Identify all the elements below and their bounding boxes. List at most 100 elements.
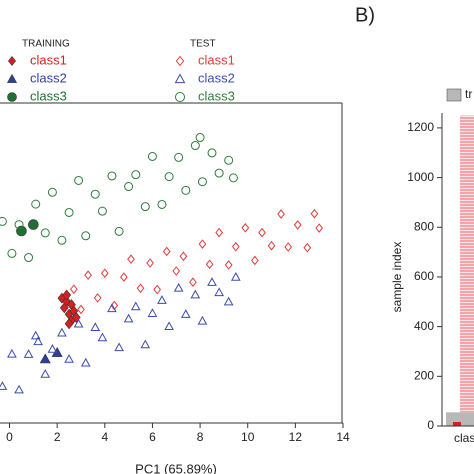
y-tick-label: 1200 — [407, 120, 434, 134]
marker — [207, 277, 217, 286]
marker — [189, 277, 197, 288]
x-tick-label: 14 — [336, 430, 350, 444]
x-tick-label: 10 — [241, 430, 255, 444]
marker — [14, 384, 24, 394]
marker — [162, 246, 171, 257]
marker — [97, 332, 108, 342]
marker — [114, 342, 124, 352]
legend-swatch — [446, 88, 462, 102]
x-tick-label: 2 — [54, 430, 61, 444]
marker — [97, 206, 107, 216]
marker — [114, 226, 124, 236]
marker — [174, 152, 184, 162]
marker-strip — [453, 422, 461, 426]
marker — [284, 242, 293, 252]
marker — [215, 227, 223, 238]
marker — [73, 318, 84, 328]
legend-title: TEST — [190, 39, 216, 50]
marker — [62, 289, 72, 301]
marker — [181, 185, 191, 195]
marker — [7, 348, 17, 358]
marker — [293, 220, 302, 230]
marker — [231, 241, 240, 252]
y-axis-label: sample index — [390, 242, 404, 313]
marker — [190, 289, 201, 299]
marker — [277, 209, 285, 219]
marker — [172, 266, 181, 276]
marker — [140, 202, 150, 212]
marker — [28, 219, 39, 230]
marker — [7, 248, 17, 258]
marker — [57, 327, 67, 337]
marker — [47, 344, 58, 353]
marker — [251, 255, 259, 266]
marker — [80, 357, 91, 367]
marker — [84, 270, 92, 280]
marker — [127, 254, 135, 264]
legend-label: class2 — [30, 70, 67, 85]
marker — [57, 235, 67, 245]
marker — [146, 258, 154, 268]
marker — [190, 141, 200, 151]
legend-marker — [6, 73, 18, 83]
legend-label: class2 — [198, 70, 235, 85]
legend-label: class3 — [198, 88, 235, 103]
marker — [100, 268, 109, 279]
y-tick-label: 0 — [427, 418, 434, 432]
marker — [30, 330, 41, 340]
marker — [31, 199, 41, 209]
x-tick-label: 8 — [197, 430, 204, 444]
marker — [224, 260, 233, 270]
marker — [64, 318, 74, 330]
marker — [64, 353, 74, 363]
marker — [207, 148, 217, 158]
marker — [90, 189, 100, 199]
y-tick-label: 200 — [414, 368, 434, 382]
marker — [123, 313, 134, 323]
marker — [0, 381, 8, 390]
marker — [180, 309, 191, 318]
panel-label: B) — [355, 4, 375, 26]
bar — [460, 115, 474, 413]
marker — [107, 171, 117, 181]
marker — [140, 339, 151, 349]
marker — [258, 227, 266, 238]
marker — [310, 208, 319, 219]
marker — [147, 308, 158, 317]
marker — [130, 301, 141, 311]
marker — [107, 303, 117, 313]
legend-label: class1 — [198, 52, 235, 67]
marker — [74, 175, 84, 185]
legend-marker — [174, 73, 186, 84]
legend-marker — [175, 92, 185, 102]
marker — [197, 315, 208, 325]
legend-label: tr — [465, 87, 472, 101]
marker — [173, 282, 184, 292]
marker — [40, 228, 50, 238]
y-tick-label: 1000 — [407, 170, 434, 184]
marker — [214, 168, 224, 178]
marker — [93, 293, 102, 303]
marker — [23, 349, 34, 358]
marker — [224, 155, 234, 165]
marker — [230, 272, 241, 281]
marker — [81, 231, 91, 241]
legend-marker — [8, 56, 16, 66]
x-tick-label: 6 — [149, 430, 156, 444]
marker — [164, 172, 174, 182]
marker — [69, 284, 78, 295]
marker — [33, 336, 43, 346]
marker — [90, 322, 101, 332]
marker — [40, 369, 51, 378]
x-tick-label: 12 — [289, 430, 303, 444]
marker — [0, 216, 7, 226]
x-tick-label: 0 — [6, 430, 13, 444]
marker — [136, 283, 145, 294]
marker — [157, 199, 167, 209]
legend-marker — [7, 92, 17, 102]
x-tick-label: clas — [454, 431, 474, 445]
marker — [77, 304, 85, 315]
marker — [179, 251, 188, 262]
x-tick-label: 4 — [101, 430, 108, 444]
